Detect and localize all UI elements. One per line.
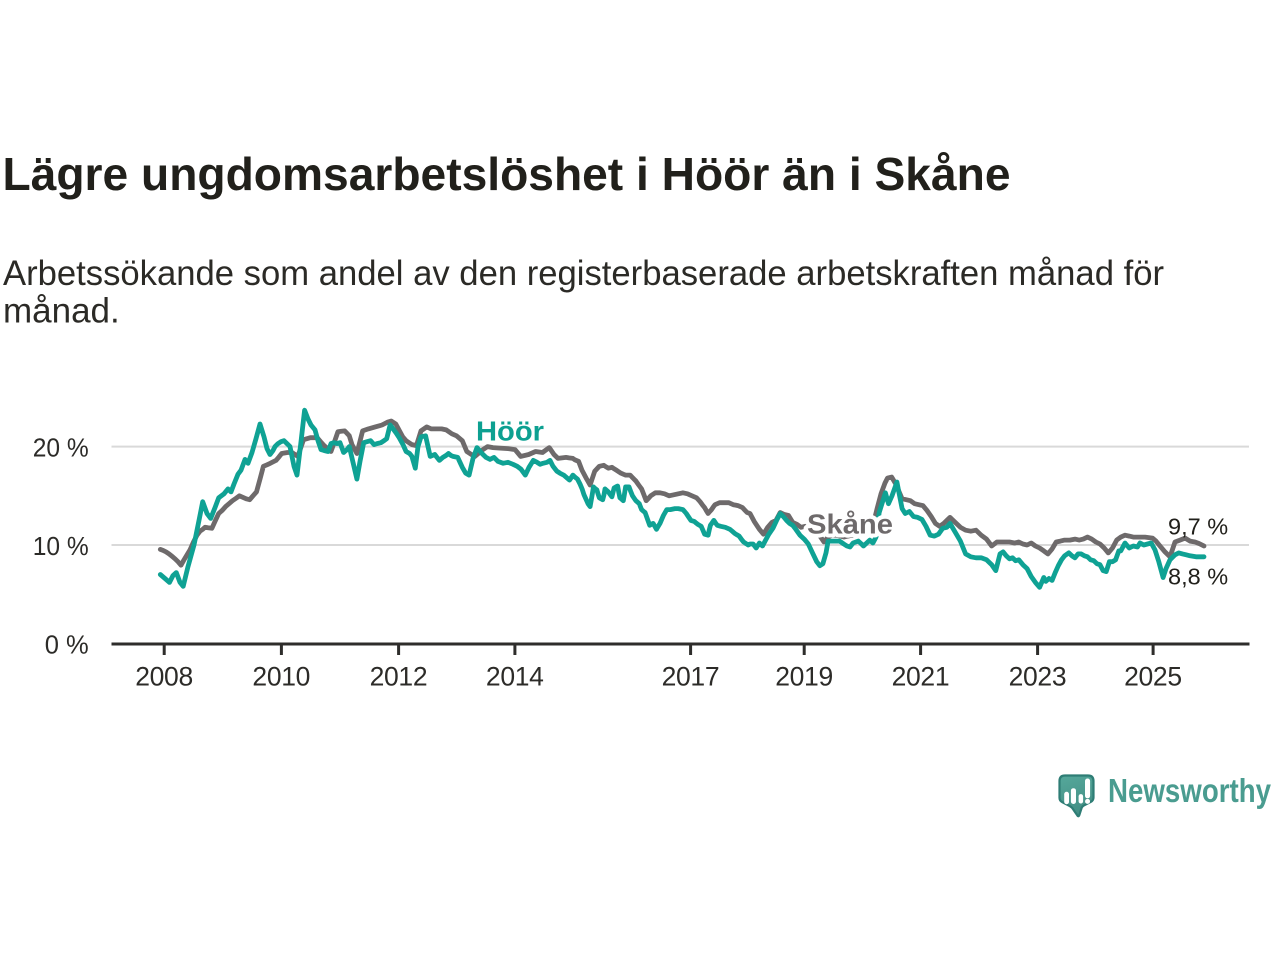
- svg-text:2019: 2019: [775, 662, 833, 692]
- svg-text:2010: 2010: [252, 662, 310, 692]
- svg-text:Höör: Höör: [476, 416, 544, 447]
- svg-text:20 %: 20 %: [33, 433, 89, 463]
- svg-text:månad.: månad.: [3, 292, 120, 331]
- svg-text:Lägre ungdomsarbetslöshet i Hö: Lägre ungdomsarbetslöshet i Höör än i Sk…: [3, 148, 1011, 200]
- svg-text:2023: 2023: [1009, 662, 1067, 692]
- svg-text:Newsworthy: Newsworthy: [1108, 772, 1272, 809]
- svg-text:0 %: 0 %: [45, 630, 89, 660]
- svg-text:2014: 2014: [486, 662, 544, 692]
- svg-text:8,8 %: 8,8 %: [1168, 564, 1228, 590]
- svg-text:10 %: 10 %: [33, 531, 89, 561]
- svg-text:Arbetssökande som andel av den: Arbetssökande som andel av den registerb…: [3, 254, 1164, 293]
- svg-text:2008: 2008: [135, 662, 193, 692]
- svg-text:Skåne: Skåne: [807, 509, 893, 540]
- svg-text:2012: 2012: [370, 662, 428, 692]
- svg-text:2025: 2025: [1124, 662, 1182, 692]
- svg-text:9,7 %: 9,7 %: [1168, 514, 1228, 540]
- svg-text:2017: 2017: [662, 662, 720, 692]
- svg-text:2021: 2021: [892, 662, 950, 692]
